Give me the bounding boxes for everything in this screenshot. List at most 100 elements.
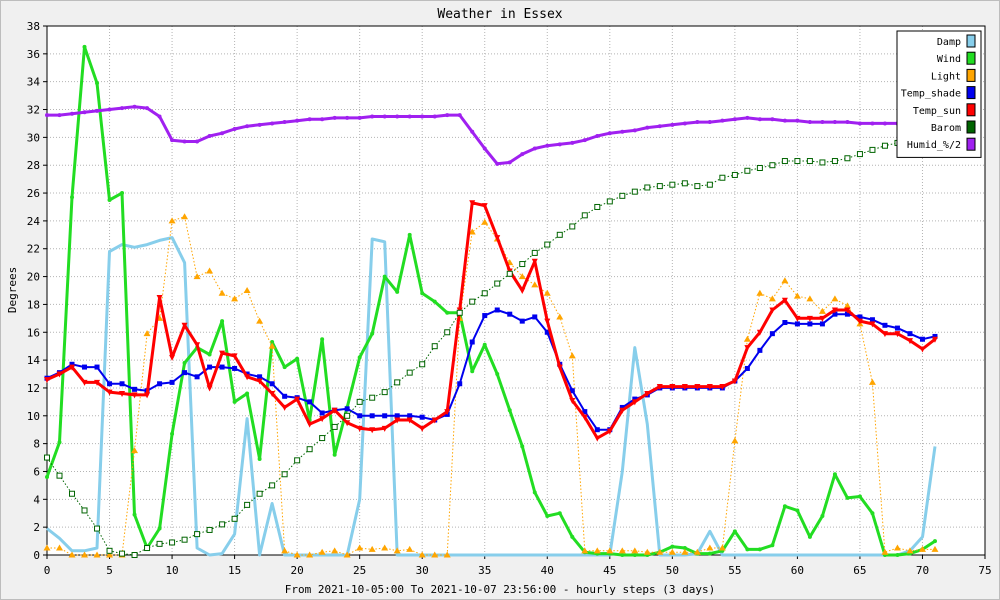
data-point <box>919 346 926 353</box>
data-point <box>895 553 900 557</box>
data-point <box>332 115 337 120</box>
data-point <box>220 319 225 324</box>
data-point <box>306 421 313 428</box>
plot-area <box>47 26 985 555</box>
data-point <box>932 539 937 544</box>
data-point <box>468 228 476 235</box>
data-point <box>194 342 201 349</box>
data-point <box>207 133 212 138</box>
data-point <box>893 544 901 551</box>
data-point <box>756 164 763 171</box>
data-point <box>670 122 675 127</box>
data-point <box>119 381 125 387</box>
data-point <box>619 404 625 410</box>
data-point <box>232 127 237 132</box>
data-point <box>457 113 462 118</box>
data-point <box>769 331 775 337</box>
data-point <box>182 360 187 365</box>
data-point <box>918 545 926 552</box>
data-point <box>806 158 813 165</box>
data-point <box>718 544 726 551</box>
data-point <box>407 232 412 237</box>
data-point <box>282 120 287 125</box>
data-point <box>456 309 463 316</box>
data-point <box>82 364 88 370</box>
data-point <box>518 273 526 280</box>
data-point <box>320 117 325 122</box>
data-point <box>706 384 713 391</box>
legend-label: Light <box>931 71 961 82</box>
data-point <box>269 482 276 489</box>
data-point <box>844 307 851 314</box>
data-point <box>93 551 101 558</box>
data-point <box>843 302 851 309</box>
data-point <box>106 389 113 396</box>
data-point <box>182 370 188 376</box>
data-point <box>707 120 712 125</box>
series-layer <box>43 44 939 558</box>
data-point <box>269 391 276 398</box>
data-point <box>520 444 525 449</box>
data-point <box>806 315 813 322</box>
y-tick-label: 14 <box>27 354 41 367</box>
data-point <box>170 431 175 436</box>
data-point <box>269 381 275 387</box>
data-point <box>831 307 838 314</box>
data-point <box>281 471 288 478</box>
data-point <box>393 547 401 554</box>
data-point <box>681 180 688 187</box>
x-tick-label: 20 <box>291 564 304 577</box>
data-point <box>169 539 176 546</box>
data-point <box>382 413 388 419</box>
data-point <box>257 122 262 127</box>
data-point <box>56 472 63 479</box>
y-tick-label: 24 <box>27 215 41 228</box>
data-point <box>694 183 701 190</box>
data-point <box>794 158 801 165</box>
data-point <box>95 108 100 113</box>
data-point <box>856 151 863 158</box>
y-tick-label: 8 <box>33 438 40 451</box>
data-point <box>519 261 526 268</box>
data-point <box>693 548 701 555</box>
data-point <box>245 124 250 129</box>
data-point <box>168 217 176 224</box>
data-point <box>832 120 837 125</box>
data-point <box>756 289 764 296</box>
data-point <box>81 379 88 386</box>
data-point <box>881 331 888 338</box>
data-point <box>369 394 376 401</box>
data-point <box>795 118 800 123</box>
data-point <box>568 352 576 359</box>
y-tick-label: 34 <box>27 76 41 89</box>
data-point <box>807 321 813 327</box>
data-point <box>731 171 738 178</box>
data-point <box>682 121 687 126</box>
data-point <box>856 318 863 325</box>
data-point <box>44 377 50 384</box>
data-point <box>319 410 325 416</box>
data-point <box>832 472 837 477</box>
data-point <box>220 131 225 136</box>
data-point <box>357 355 362 360</box>
data-point <box>557 142 562 147</box>
data-point <box>793 292 801 299</box>
data-point <box>181 213 189 220</box>
data-point <box>644 391 651 398</box>
data-point <box>607 131 612 136</box>
data-point <box>157 381 163 387</box>
data-point <box>818 307 826 314</box>
data-point <box>45 113 49 118</box>
data-point <box>706 181 713 188</box>
chart-title: Weather in Essex <box>437 7 562 22</box>
data-point <box>244 374 251 381</box>
data-point <box>719 174 726 181</box>
data-point <box>743 335 751 342</box>
data-point <box>219 364 225 370</box>
data-point <box>194 374 200 380</box>
data-point <box>131 447 139 454</box>
legend-swatch <box>966 103 976 117</box>
data-point <box>256 378 263 385</box>
data-point <box>94 364 100 370</box>
data-point <box>95 81 100 86</box>
